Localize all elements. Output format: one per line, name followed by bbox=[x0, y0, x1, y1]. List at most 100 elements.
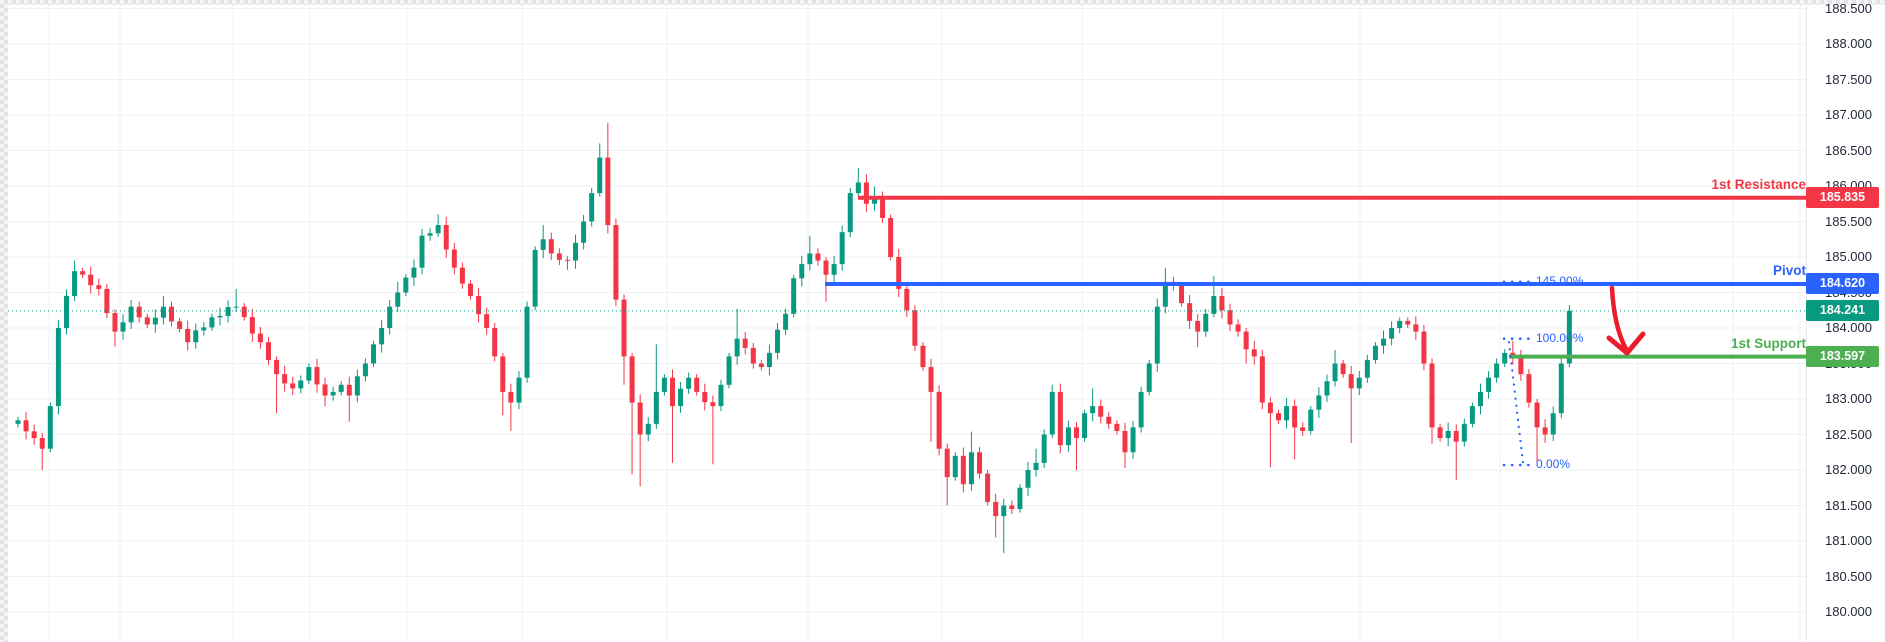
candle-body bbox=[257, 333, 263, 343]
candle-body bbox=[476, 296, 482, 315]
candle-body bbox=[379, 328, 385, 345]
candle-body bbox=[152, 317, 158, 325]
candle-body bbox=[815, 253, 821, 261]
candle-body bbox=[1025, 470, 1031, 488]
candle-body bbox=[144, 317, 150, 325]
candle-body bbox=[500, 356, 506, 392]
candle-body bbox=[1389, 328, 1395, 339]
candle-body bbox=[1421, 331, 1427, 364]
candle-body bbox=[1437, 427, 1443, 439]
candle-body bbox=[1284, 406, 1290, 421]
support-price-badge: 183.597 bbox=[1806, 346, 1879, 368]
y-axis-tick: 182.000 bbox=[1825, 462, 1872, 477]
candle-body bbox=[750, 347, 756, 364]
candle-body bbox=[322, 384, 328, 396]
candle-body bbox=[1033, 462, 1039, 470]
candle-body bbox=[1429, 363, 1435, 428]
candle-body bbox=[72, 271, 78, 297]
candle-body bbox=[920, 345, 926, 368]
candle-body bbox=[1187, 303, 1193, 321]
candle-body bbox=[1453, 430, 1459, 442]
fib-connector[interactable] bbox=[1507, 341, 1525, 464]
candle-body bbox=[823, 260, 829, 275]
candle-body bbox=[936, 391, 942, 449]
candle-body bbox=[710, 402, 716, 407]
candle-body bbox=[1558, 363, 1564, 414]
candle-body bbox=[1122, 430, 1128, 453]
candle-body bbox=[613, 225, 619, 300]
candle-body bbox=[1259, 356, 1265, 403]
candle-body bbox=[1518, 356, 1524, 375]
candle-body bbox=[1275, 413, 1281, 421]
candle-body bbox=[467, 283, 473, 297]
candle-body bbox=[1300, 427, 1306, 431]
candle-body bbox=[1405, 320, 1411, 325]
candle-body bbox=[185, 328, 191, 343]
candle-body bbox=[63, 296, 69, 328]
candle-body bbox=[734, 338, 740, 357]
candle-body bbox=[1566, 310, 1572, 364]
candle-body bbox=[831, 264, 837, 275]
candle-body bbox=[855, 182, 861, 194]
resistance-label: 1st Resistance bbox=[1711, 176, 1806, 192]
candle-body bbox=[702, 391, 708, 403]
candle-body bbox=[265, 342, 271, 360]
candle-body bbox=[1179, 285, 1185, 304]
candle-body bbox=[629, 356, 635, 403]
candle-body bbox=[120, 322, 126, 332]
candle-body bbox=[896, 257, 902, 289]
candle-body bbox=[314, 367, 320, 385]
candle-body bbox=[492, 328, 498, 357]
candle-body bbox=[443, 225, 449, 250]
y-axis-tick: 183.000 bbox=[1825, 391, 1872, 406]
y-axis-tick: 184.000 bbox=[1825, 320, 1872, 335]
candle-body bbox=[31, 431, 37, 439]
candle-body bbox=[209, 317, 215, 328]
candle-body bbox=[548, 239, 554, 254]
candle-body bbox=[605, 157, 611, 226]
candle-body bbox=[1235, 324, 1241, 332]
candle-body bbox=[508, 391, 514, 403]
support-label: 1st Support bbox=[1730, 335, 1806, 351]
candle-body bbox=[766, 352, 772, 368]
y-axis-tick: 187.000 bbox=[1825, 107, 1872, 122]
arrow-shaft[interactable] bbox=[1609, 285, 1629, 352]
candle-body bbox=[1292, 406, 1298, 428]
candle-body bbox=[1542, 427, 1548, 435]
y-axis-tick: 188.500 bbox=[1825, 0, 1872, 16]
y-axis-tick: 185.500 bbox=[1825, 213, 1872, 229]
candle-body bbox=[233, 306, 239, 308]
candle-body bbox=[169, 306, 175, 322]
candle-body bbox=[1494, 363, 1500, 378]
candle-body bbox=[282, 374, 288, 384]
arrow-head[interactable] bbox=[1606, 331, 1646, 356]
candle-body bbox=[136, 306, 142, 318]
candle-body bbox=[1090, 406, 1096, 414]
chart-plot-area[interactable] bbox=[8, 5, 1806, 642]
candle-body bbox=[516, 377, 522, 403]
candle-body bbox=[597, 157, 603, 194]
candle-body bbox=[1211, 296, 1217, 314]
candle-body bbox=[839, 232, 845, 265]
candle-body bbox=[354, 376, 360, 396]
candle-body bbox=[346, 384, 352, 396]
candle-body bbox=[23, 420, 29, 432]
candle-body bbox=[524, 306, 530, 378]
price-axis[interactable]: 188.500 188.000 187.500 187.000 186.500 186.0… bbox=[1806, 0, 1885, 642]
candle-body bbox=[225, 307, 231, 316]
candle-body bbox=[1243, 331, 1249, 350]
candle-body bbox=[1469, 406, 1475, 424]
candle-body bbox=[952, 455, 958, 478]
resistance-price-badge: 185.835 bbox=[1806, 187, 1879, 209]
candle-body bbox=[669, 377, 675, 407]
candle-body bbox=[1364, 359, 1370, 378]
candle-body bbox=[1154, 306, 1160, 364]
candle-body bbox=[484, 314, 490, 328]
candle-body bbox=[1348, 374, 1354, 389]
candle-body bbox=[411, 267, 417, 278]
candle-body bbox=[799, 264, 805, 279]
pivot-label: Pivot bbox=[1772, 262, 1806, 278]
candle-body bbox=[1413, 324, 1419, 332]
candle-body bbox=[775, 329, 781, 353]
candle-body bbox=[653, 391, 659, 424]
